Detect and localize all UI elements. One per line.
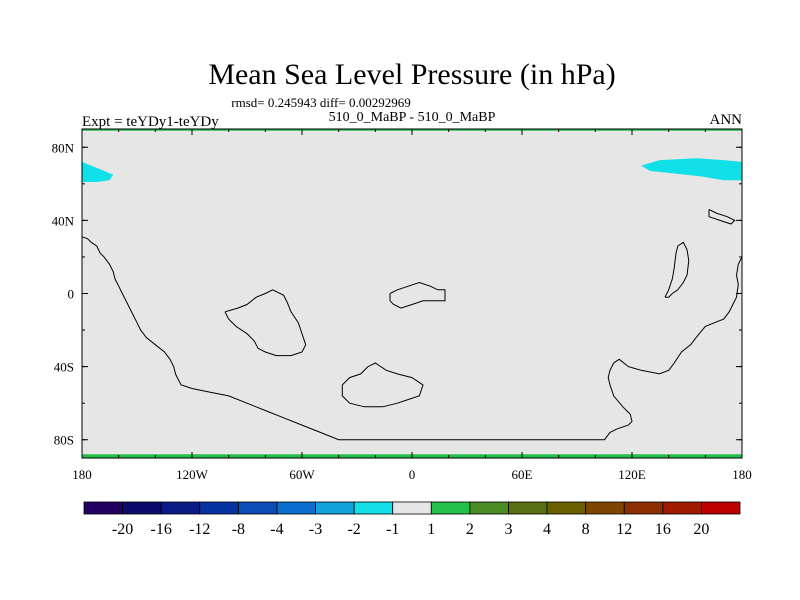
colorbar-box (662, 501, 702, 515)
colorbar-label: 8 (582, 521, 590, 538)
y-tick-label: 80N (52, 140, 75, 155)
colorbar-label: -16 (151, 521, 172, 538)
colorbar-box (83, 501, 123, 515)
coastline (389, 281, 446, 309)
colorbar-label: 4 (543, 521, 551, 538)
left-label: Expt = teYDy1-teYDy (82, 114, 219, 130)
right-label: ANN (710, 112, 743, 128)
coastline (81, 236, 743, 441)
colorbar-box (160, 501, 201, 515)
x-tick-label: 120W (176, 467, 209, 482)
colorbar-box (392, 501, 432, 515)
x-tick-label: 60E (512, 467, 533, 482)
y-tick-label: 80S (54, 433, 74, 448)
colorbar-box (546, 501, 587, 515)
x-tick-label: 60W (289, 467, 315, 482)
map-plot (81, 129, 743, 458)
x-tick-label: 0 (409, 467, 416, 482)
colorbar-label: 1 (427, 521, 435, 538)
coastline (341, 362, 424, 408)
coastline (664, 241, 690, 298)
colorbar-label: -8 (232, 521, 245, 538)
chart-title: Mean Sea Level Pressure (in hPa) (208, 58, 615, 91)
coastline (708, 208, 736, 225)
colorbar-label: -20 (112, 521, 133, 538)
colorbar-box (315, 501, 355, 515)
x-tick-label: 180 (732, 467, 752, 482)
colorbar-box (469, 501, 509, 515)
colorbar-label: -4 (270, 521, 283, 538)
colorbar-label: 20 (693, 521, 709, 538)
colorbar-label: -2 (347, 521, 360, 538)
anomaly-region (641, 158, 742, 181)
y-tick-label: 40S (54, 360, 74, 375)
y-tick-label: 40N (52, 213, 75, 228)
colorbar-box (276, 501, 316, 515)
axes: 180 120W 60W 0 60E 120E 180 80N 40N 0 40S 80S (52, 128, 752, 482)
coastline (224, 289, 307, 357)
center-label: 510_0_MaBP - 510_0_MaBP (329, 110, 496, 125)
colorbar-box (701, 501, 741, 515)
colorbar-box (585, 501, 625, 515)
stats-line: rmsd= 0.245943 diff= 0.00292969 (231, 95, 410, 110)
colorbar: -20 -16 -12 -8 -4 -3 -2 -1 1 2 3 4 8 12 16 20 (83, 501, 741, 538)
colorbar-box (122, 501, 162, 515)
map-background (82, 129, 742, 458)
colorbar-label: -1 (386, 521, 399, 538)
colorbar-box (353, 501, 394, 515)
colorbar-label: 16 (655, 521, 671, 538)
anomaly-region (82, 161, 114, 182)
colorbar-label: 3 (504, 521, 512, 538)
colorbar-box (508, 501, 548, 515)
colorbar-label: 12 (616, 521, 632, 538)
colorbar-label: -12 (189, 521, 210, 538)
colorbar-label: 2 (466, 521, 474, 538)
colorbar-box (199, 501, 239, 515)
colorbar-box (237, 501, 278, 515)
colorbar-box (430, 501, 471, 515)
x-tick-label: 120E (618, 467, 646, 482)
colorbar-box (623, 501, 664, 515)
x-tick-label: 180 (72, 467, 92, 482)
y-tick-label: 0 (68, 287, 75, 302)
colorbar-label: -3 (309, 521, 322, 538)
